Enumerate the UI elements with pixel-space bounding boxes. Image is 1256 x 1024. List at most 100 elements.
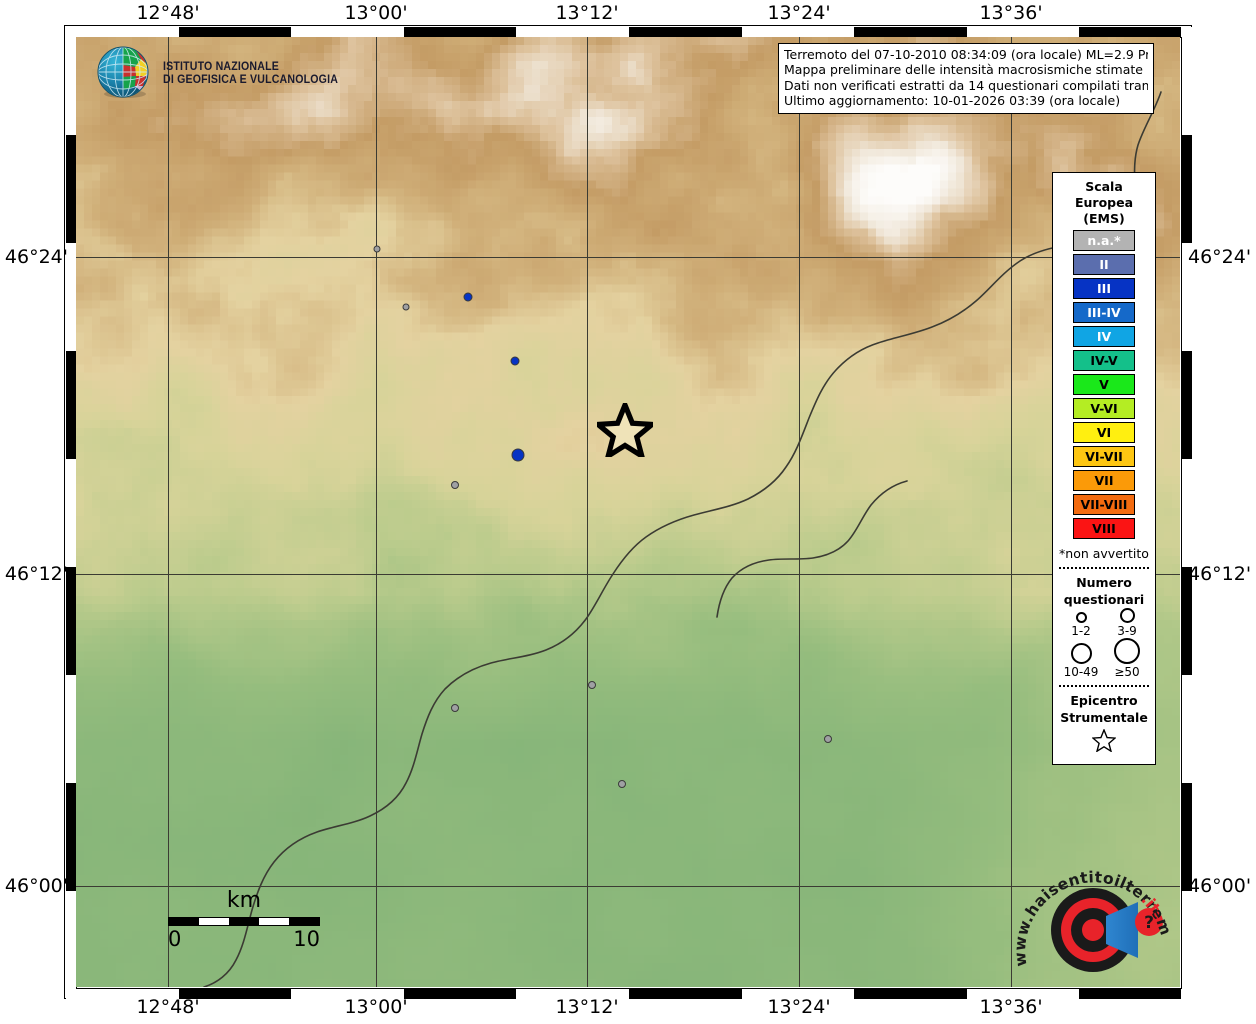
axis-label-longitude: 12°48' (136, 996, 200, 1018)
frame-band-segment (66, 988, 179, 999)
legend-swatch-ii[interactable]: II (1073, 254, 1135, 275)
legend-epicenter-title: Epicentro Strumentale (1058, 692, 1150, 726)
legend-swatch-v-vi[interactable]: V-VI (1073, 398, 1135, 419)
legend-questionnaire-sizes: 1-2 3-9 10-49 ≥50 (1058, 608, 1150, 679)
graticule-line-horizontal (76, 574, 1180, 575)
intensity-point[interactable] (402, 303, 410, 311)
frame-band-segment (66, 27, 77, 135)
axis-label-longitude: 13°00' (344, 2, 408, 24)
legend-size-label: 10-49 (1063, 665, 1099, 679)
scale-bar: km 0 10 (168, 888, 320, 951)
graticule-line-vertical (168, 37, 169, 987)
intensity-point[interactable] (510, 356, 520, 366)
axis-label-latitude: 46°00' (4, 875, 68, 897)
frame-band-segment (1079, 27, 1192, 38)
national-border-line (203, 91, 1162, 987)
legend-swatch-v[interactable]: V (1073, 374, 1135, 395)
graticule-line-vertical (587, 37, 588, 987)
legend-title-line: Europea (1074, 195, 1134, 210)
legend-swatch-iv[interactable]: IV (1073, 326, 1135, 347)
legend-questionnaire-title-line: Numero (1076, 575, 1132, 590)
legend-swatch-n-a-[interactable]: n.a.* (1073, 230, 1135, 251)
frame-band-segment (854, 27, 967, 38)
intensity-point[interactable] (373, 245, 381, 253)
legend-intensity-classes: n.a.* II III III-IV IV IV-V V V-VI VI VI-VII VII VI… (1058, 230, 1150, 539)
axis-label-latitude: 46°12' (4, 563, 68, 585)
legend-divider-2 (1059, 685, 1149, 687)
watermark-badge-text: ? (1144, 913, 1154, 933)
frame-band-segment (66, 135, 77, 243)
event-info-line-4: Ultimo aggiornamento: 10-01-2026 03:39 (… (784, 93, 1121, 109)
intensity-point[interactable] (451, 704, 459, 712)
frame-band-segment (291, 27, 404, 38)
haisentitoilterremoto-watermark[interactable]: ? www.haisentitoilterremoto .it (1004, 844, 1178, 987)
intensity-point[interactable] (451, 481, 459, 489)
legend-swatch-iv-v[interactable]: IV-V (1073, 350, 1135, 371)
scale-bar-end: 10 (293, 927, 320, 951)
map-canvas[interactable] (76, 37, 1180, 987)
legend-questionnaire-size: ≥50 (1104, 638, 1150, 679)
axis-label-longitude: 13°12' (555, 996, 619, 1018)
intensity-point[interactable] (588, 681, 596, 689)
legend-swatch-vii[interactable]: VII (1073, 470, 1135, 491)
legend-swatch-iii-iv[interactable]: III-IV (1073, 302, 1135, 323)
ingv-logo: ISTITUTO NAZIONALE DI GEOFISICA E VULCAN… (95, 43, 353, 105)
frame-band-segment (1181, 351, 1192, 459)
frame-band-segment (66, 243, 77, 351)
graticule-line-vertical (799, 37, 800, 987)
legend-size-label: 3-9 (1117, 624, 1137, 638)
frame-band-segment (178, 27, 292, 38)
intensity-point[interactable] (511, 448, 525, 462)
frame-band-segment (516, 27, 629, 38)
legend-title: Scala Europea (EMS) (1058, 179, 1150, 227)
frame-band-segment (1181, 27, 1192, 135)
frame-band-segment (741, 27, 855, 38)
axis-label-longitude: 13°24' (767, 996, 831, 1018)
event-info-line-1: Terremoto del 07-10-2010 08:34:09 (ora l… (784, 47, 1148, 62)
frame-band-segment (291, 988, 404, 999)
axis-label-latitude: 46°24' (1188, 246, 1252, 268)
legend-swatch-iii[interactable]: III (1073, 278, 1135, 299)
axis-label-longitude: 13°36' (979, 996, 1043, 1018)
event-info-line-2: Mappa preliminare delle intensità macros… (784, 62, 1148, 78)
frame-band-segment (1181, 243, 1192, 351)
legend-swatch-viii[interactable]: VIII (1073, 518, 1135, 539)
frame-band-segment (966, 27, 1080, 38)
frame-band-segment (741, 988, 855, 999)
legend-epicenter-title-line: Epicentro (1070, 693, 1138, 708)
legend-swatch-vi[interactable]: VI (1073, 422, 1135, 443)
legend-size-circle-icon (1070, 643, 1092, 664)
frame-band-segment (966, 988, 1080, 999)
frame-band-segment (1079, 988, 1192, 999)
legend-title-line: Scala (1085, 179, 1123, 194)
graticule-line-vertical (376, 37, 377, 987)
legend-size-label: ≥50 (1114, 665, 1140, 679)
frame-band-segment (516, 988, 629, 999)
legend-size-circle-icon (1119, 608, 1135, 623)
scale-bar-start: 0 (168, 927, 182, 951)
legend-footnote: *non avvertito (1059, 546, 1149, 561)
legend-panel: Scala Europea (EMS) n.a.* II III III-IV IV IV-V… (1052, 172, 1156, 765)
legend-questionnaire-title-line: questionari (1063, 592, 1145, 607)
frame-band-segment (66, 459, 77, 567)
frame-band-segment (403, 27, 517, 38)
graticule-line-horizontal (76, 886, 1180, 887)
legend-title-line: (EMS) (1083, 211, 1125, 226)
event-info-box: Terremoto del 07-10-2010 08:34:09 (ora l… (778, 43, 1154, 114)
legend-epicenter-star-icon (1058, 728, 1150, 756)
legend-swatch-vi-vii[interactable]: VI-VII (1073, 446, 1135, 467)
legend-questionnaire-size: 10-49 (1058, 643, 1104, 679)
frame-band-segment (66, 783, 77, 891)
frame-band-segment (178, 988, 292, 999)
graticule-line-vertical (1011, 37, 1012, 987)
legend-epicenter-title-line: Strumentale (1060, 710, 1148, 725)
intensity-point[interactable] (463, 292, 473, 302)
legend-size-circle-icon (1114, 638, 1140, 664)
axis-label-latitude: 46°00' (1188, 875, 1252, 897)
frame-band-segment (66, 567, 77, 675)
frame-band-segment (629, 988, 742, 999)
legend-swatch-vii-viii[interactable]: VII-VIII (1073, 494, 1135, 515)
intensity-point[interactable] (824, 735, 832, 743)
scale-bar-unit: km (226, 888, 262, 913)
intensity-point[interactable] (618, 780, 626, 788)
